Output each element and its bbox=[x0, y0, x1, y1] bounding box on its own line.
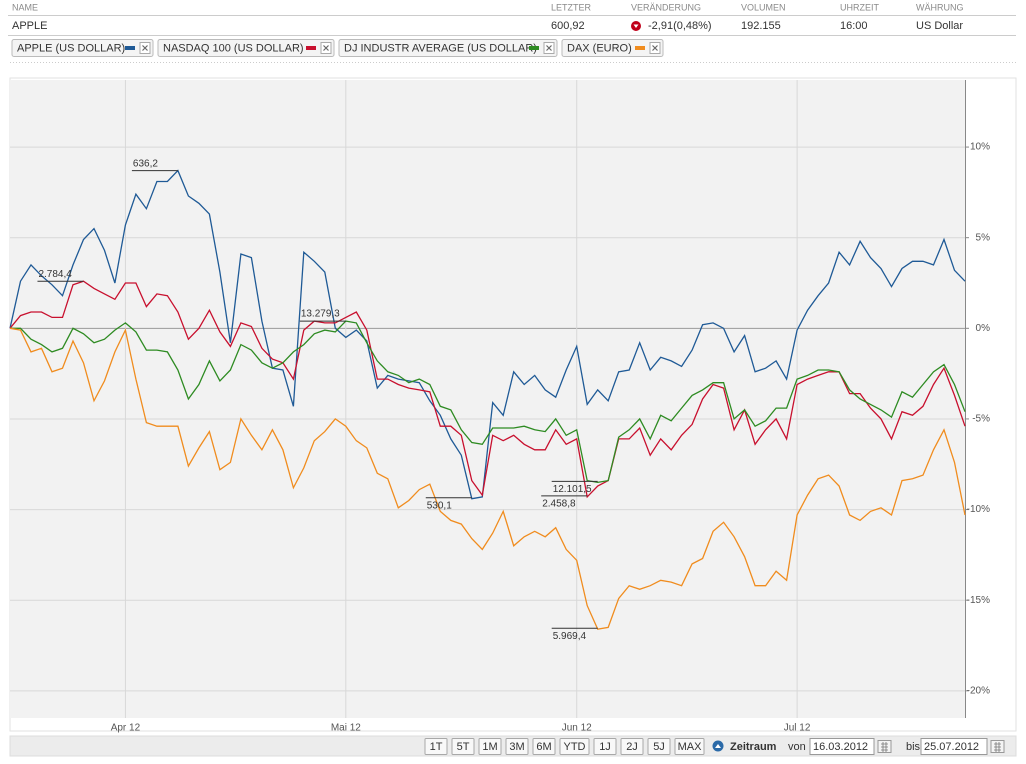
y-tick-label: 0% bbox=[976, 323, 991, 334]
period-label: Zeitraum bbox=[730, 741, 777, 753]
series-line bbox=[9, 169, 966, 500]
legend-swatch bbox=[529, 46, 539, 50]
legend-label: NASDAQ 100 (US DOLLAR) bbox=[163, 42, 304, 54]
calendar-icon bbox=[994, 742, 1001, 752]
range-button[interactable] bbox=[451, 738, 475, 755]
to-input[interactable] bbox=[920, 738, 988, 755]
column-label: VERÄNDERUNG bbox=[631, 2, 701, 12]
range-button[interactable] bbox=[647, 738, 671, 755]
range-button-label[interactable]: 1M bbox=[482, 741, 497, 753]
legend-swatch bbox=[306, 46, 316, 50]
annotation: 5.969,4 bbox=[553, 631, 587, 642]
column-label: VOLUMEN bbox=[741, 2, 786, 12]
legend-chip[interactable] bbox=[561, 39, 664, 57]
column-label: UHRZEIT bbox=[840, 2, 879, 12]
legend-chip[interactable] bbox=[11, 39, 154, 57]
range-button[interactable] bbox=[620, 738, 644, 755]
range-button[interactable] bbox=[505, 738, 529, 755]
legend-chip[interactable] bbox=[338, 39, 558, 57]
legend-label: DAX (EURO) bbox=[567, 42, 632, 54]
range-button-label[interactable]: 2J bbox=[626, 741, 638, 753]
calendar-button[interactable] bbox=[877, 740, 892, 753]
range-button-label[interactable]: MAX bbox=[678, 741, 703, 753]
range-button-label[interactable]: 5T bbox=[457, 741, 470, 753]
range-button-label[interactable]: 1T bbox=[430, 741, 443, 753]
range-button[interactable] bbox=[593, 738, 617, 755]
series-line bbox=[10, 320, 966, 484]
series-line bbox=[9, 327, 966, 630]
range-button[interactable] bbox=[478, 738, 502, 755]
legend-swatch bbox=[125, 46, 135, 50]
legend-close-icon bbox=[652, 45, 658, 51]
y-tick-label: -15% bbox=[967, 595, 990, 606]
calendar-icon bbox=[881, 742, 888, 752]
x-tick-label: Jun 12 bbox=[562, 723, 592, 734]
range-button[interactable] bbox=[532, 738, 556, 755]
y-tick-label: 10% bbox=[970, 142, 990, 153]
range-button-label[interactable]: 1J bbox=[599, 741, 611, 753]
legend-close-icon bbox=[323, 45, 329, 51]
range-button[interactable] bbox=[424, 738, 448, 755]
legend-chip[interactable] bbox=[157, 39, 335, 57]
range-button[interactable] bbox=[674, 738, 705, 755]
annotation: 12.101,5 bbox=[553, 484, 592, 495]
range-button[interactable] bbox=[559, 738, 590, 755]
x-tick-label: Mai 12 bbox=[331, 723, 361, 734]
change-icon-arrow bbox=[633, 24, 639, 28]
from-input[interactable] bbox=[809, 738, 875, 755]
row-cell: 600,92 bbox=[551, 20, 585, 32]
legend-label: DJ INDUSTR AVERAGE (US DOLLAR) bbox=[344, 42, 537, 54]
annotation: 2.458,8 bbox=[542, 499, 576, 510]
column-label: NAME bbox=[12, 2, 38, 12]
from-value[interactable]: 16.03.2012 bbox=[813, 741, 868, 753]
x-tick-label: Apr 12 bbox=[111, 723, 141, 734]
row-cell: APPLE bbox=[12, 20, 47, 32]
to-label: bis bbox=[906, 741, 921, 753]
y-tick-label: -5% bbox=[972, 414, 990, 425]
range-button-label[interactable]: YTD bbox=[564, 741, 586, 753]
y-tick-label: 5% bbox=[976, 232, 991, 243]
legend-swatch bbox=[635, 46, 645, 50]
from-label: von bbox=[788, 741, 806, 753]
range-button-label[interactable]: 5J bbox=[653, 741, 665, 753]
legend-close-icon bbox=[142, 45, 148, 51]
range-button-label[interactable]: 3M bbox=[509, 741, 524, 753]
y-tick-label: -10% bbox=[967, 504, 990, 515]
annotation: 13.279,3 bbox=[301, 309, 340, 320]
row-cell: -2,91(0,48%) bbox=[648, 20, 712, 32]
legend-close-icon bbox=[546, 45, 552, 51]
period-icon-arrow bbox=[715, 744, 721, 748]
row-cell: US Dollar bbox=[916, 20, 963, 32]
row-cell: 192.155 bbox=[741, 20, 781, 32]
annotation: 636,2 bbox=[133, 158, 158, 169]
row-cell: 16:00 bbox=[840, 20, 868, 32]
y-tick-label: -20% bbox=[967, 685, 990, 696]
to-value[interactable]: 25.07.2012 bbox=[924, 741, 979, 753]
x-tick-label: Jul 12 bbox=[784, 723, 811, 734]
column-label: WÄHRUNG bbox=[916, 2, 964, 12]
range-button-label[interactable]: 6M bbox=[536, 741, 551, 753]
column-label: LETZTER bbox=[551, 2, 592, 12]
annotation: 2.784,4 bbox=[38, 269, 72, 280]
calendar-button[interactable] bbox=[990, 740, 1005, 753]
series-line bbox=[9, 280, 966, 499]
annotation: 530,1 bbox=[427, 500, 452, 511]
legend-label: APPLE (US DOLLAR) bbox=[17, 42, 125, 54]
plot-area bbox=[10, 80, 965, 718]
